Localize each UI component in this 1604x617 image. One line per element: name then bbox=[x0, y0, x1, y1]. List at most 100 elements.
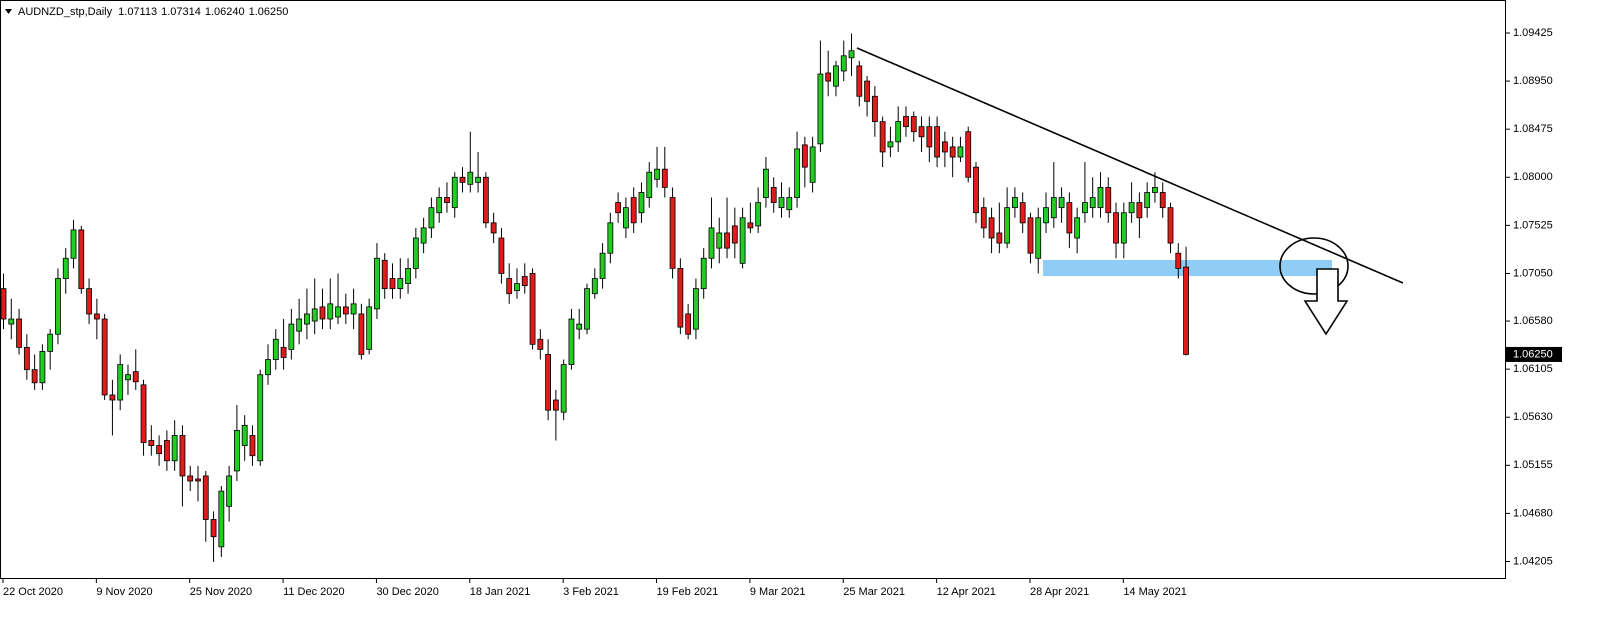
candle-body bbox=[1019, 202, 1026, 224]
candle-body bbox=[552, 399, 559, 411]
y-tick-label: 1.07525 bbox=[1513, 219, 1553, 231]
candle-body bbox=[436, 197, 443, 214]
candle-body bbox=[1027, 217, 1034, 254]
candle-body bbox=[864, 80, 870, 102]
candle-body bbox=[833, 65, 839, 87]
candle-body bbox=[879, 121, 886, 153]
candle-body bbox=[1152, 187, 1158, 193]
candle-body bbox=[623, 207, 629, 229]
candle-body bbox=[280, 346, 287, 358]
candle-body bbox=[973, 166, 979, 214]
candle-body bbox=[576, 323, 583, 330]
candle-body bbox=[1159, 192, 1166, 209]
candle-body bbox=[1097, 187, 1104, 209]
candle-body bbox=[980, 207, 987, 229]
x-tick-label: 18 Jan 2021 bbox=[470, 586, 531, 598]
candle-body bbox=[1167, 207, 1174, 244]
candle-body bbox=[179, 435, 186, 477]
y-tick-label: 1.05630 bbox=[1513, 411, 1553, 423]
candle-body bbox=[140, 384, 147, 443]
candle-body bbox=[615, 202, 622, 214]
x-tick-label: 9 Mar 2021 bbox=[750, 586, 806, 598]
candle-body bbox=[327, 303, 334, 320]
candle-body bbox=[444, 197, 450, 203]
header-value: 1.06250 bbox=[249, 6, 289, 18]
x-tick-label: 22 Oct 2020 bbox=[3, 586, 63, 598]
candle-body bbox=[342, 306, 349, 315]
candle-body bbox=[1074, 217, 1081, 239]
candle-body bbox=[801, 144, 808, 168]
y-tick-label: 1.07050 bbox=[1513, 267, 1553, 279]
candle-body bbox=[708, 227, 715, 259]
candle-body bbox=[304, 313, 310, 325]
candle-body bbox=[817, 73, 824, 145]
candle-body bbox=[669, 197, 676, 269]
breakout-circle bbox=[1279, 237, 1349, 295]
candles bbox=[0, 33, 1189, 563]
candle-body bbox=[374, 257, 380, 310]
candle-body bbox=[1050, 197, 1057, 219]
candle-body bbox=[1128, 202, 1135, 214]
candle-body bbox=[794, 148, 800, 198]
candle-body bbox=[163, 440, 170, 462]
candle-body bbox=[397, 278, 404, 290]
x-tick-label: 3 Feb 2021 bbox=[563, 586, 619, 598]
candle-body bbox=[747, 222, 754, 229]
candle-body bbox=[560, 364, 567, 413]
candle-body bbox=[1136, 202, 1143, 219]
candle-body bbox=[607, 222, 614, 254]
candle-body bbox=[941, 141, 948, 153]
candle-body bbox=[638, 192, 645, 214]
candle-body bbox=[187, 475, 194, 482]
candle-body bbox=[31, 369, 38, 384]
plot-frame bbox=[0, 0, 1506, 579]
candle-body bbox=[716, 232, 723, 249]
candle-body bbox=[1105, 187, 1112, 214]
candle-body bbox=[498, 237, 505, 274]
candle-body bbox=[848, 50, 855, 59]
candle-body bbox=[584, 288, 590, 330]
trend-line bbox=[856, 47, 1404, 284]
candle-body bbox=[265, 359, 271, 376]
candle-body bbox=[840, 55, 847, 72]
x-tick-label: 30 Dec 2020 bbox=[376, 586, 438, 598]
candle-body bbox=[226, 475, 233, 507]
candle-body bbox=[358, 313, 365, 355]
candle-body bbox=[856, 65, 863, 97]
candle-body bbox=[117, 364, 124, 401]
candle-body bbox=[1144, 192, 1151, 209]
candle-body bbox=[646, 171, 653, 198]
candle-body bbox=[599, 252, 606, 279]
candle-body bbox=[93, 313, 100, 320]
candle-body bbox=[545, 354, 551, 411]
x-tick-label: 25 Mar 2021 bbox=[843, 586, 905, 598]
candle-body bbox=[1183, 266, 1189, 355]
candle-body bbox=[591, 278, 598, 295]
candle-body bbox=[428, 207, 435, 229]
candle-body bbox=[475, 176, 481, 183]
candle-body bbox=[568, 318, 575, 365]
y-tick-label: 1.06105 bbox=[1513, 363, 1553, 375]
candle-body bbox=[272, 338, 279, 360]
candle-body bbox=[1113, 212, 1119, 244]
chart-title: AUDNZD_stp,Daily bbox=[18, 6, 113, 18]
candle-body bbox=[39, 351, 46, 384]
candle-body bbox=[910, 116, 917, 133]
candle-body bbox=[755, 202, 762, 227]
candle-body bbox=[459, 176, 466, 183]
candle-body bbox=[1043, 207, 1049, 224]
candle-body bbox=[654, 168, 660, 180]
header-value: 1.07113 bbox=[118, 6, 157, 18]
candle-body bbox=[319, 306, 326, 320]
candle-body bbox=[47, 333, 54, 352]
candle-body bbox=[630, 197, 637, 224]
y-tick-label: 1.06580 bbox=[1513, 315, 1553, 327]
candle-body bbox=[218, 490, 225, 548]
last-price-box bbox=[1506, 346, 1562, 362]
last-price-label: 1.06250 bbox=[1513, 348, 1553, 360]
x-tick-label: 12 Apr 2021 bbox=[937, 586, 996, 598]
candle-body bbox=[366, 306, 373, 350]
candle-body bbox=[1066, 202, 1073, 234]
candle-body bbox=[988, 217, 995, 239]
candle-body bbox=[1120, 212, 1127, 244]
